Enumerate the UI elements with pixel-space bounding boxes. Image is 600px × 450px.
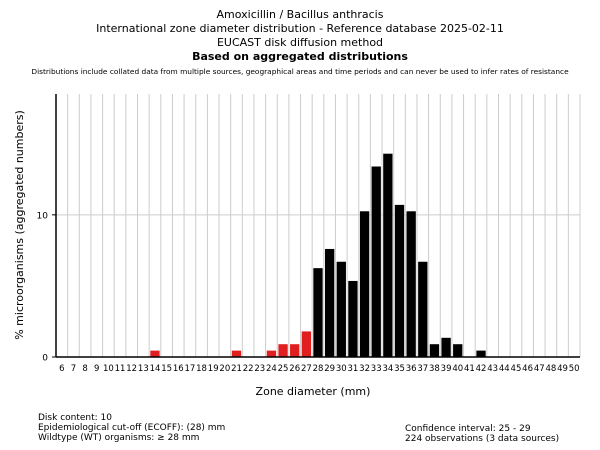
- chart-subtitle: International zone diameter distribution…: [96, 22, 504, 35]
- x-tick-label: 49: [557, 364, 568, 374]
- bar-30: [336, 261, 346, 357]
- x-tick-label: 23: [254, 364, 265, 374]
- x-tick-label: 18: [196, 364, 207, 374]
- x-tick-label: 20: [219, 364, 230, 374]
- wildtype-label: Wildtype (WT) organisms: ≥ 28 mm: [38, 433, 200, 443]
- x-tick-label: 21: [231, 364, 242, 374]
- x-axis-title: Zone diameter (mm): [256, 385, 371, 398]
- x-tick-label: 39: [441, 364, 452, 374]
- x-tick-label: 12: [126, 364, 137, 374]
- x-tick-label: 45: [511, 364, 522, 374]
- x-tick-label: 30: [336, 364, 347, 374]
- axes: [52, 94, 580, 358]
- bar-32: [359, 211, 370, 357]
- x-tick-label: 41: [464, 364, 475, 374]
- x-tick-label: 37: [417, 364, 428, 374]
- x-tick-label: 50: [569, 364, 580, 374]
- bar-28: [313, 268, 323, 357]
- x-tick-label: 27: [301, 364, 312, 374]
- bar-26: [290, 344, 300, 357]
- footer-left: Disk content: 10 Epidemiological cut-off…: [38, 413, 225, 443]
- x-tick-label: 44: [499, 364, 510, 374]
- x-tick-label: 17: [184, 364, 195, 374]
- bar-39: [441, 337, 451, 357]
- bar-21: [231, 350, 242, 357]
- x-tick-label: 15: [161, 364, 172, 374]
- chart-title: Amoxicillin / Bacillus anthracis: [216, 8, 384, 21]
- x-tick-label: 29: [324, 364, 335, 374]
- bar-25: [278, 344, 288, 357]
- footer-right: Confidence interval: 25 - 29 224 observa…: [405, 424, 559, 444]
- bar-34: [383, 153, 393, 357]
- grid-lines: [55, 94, 581, 357]
- x-tick-label: 25: [278, 364, 289, 374]
- x-tick-label: 10: [103, 364, 114, 374]
- x-tick-label: 7: [71, 364, 76, 374]
- bar-33: [371, 166, 381, 357]
- x-tick-label: 31: [348, 364, 359, 374]
- x-tick-label: 26: [289, 364, 300, 374]
- x-tick-label: 9: [94, 364, 99, 374]
- bar-14: [150, 350, 160, 357]
- x-tick-label: 28: [313, 364, 324, 374]
- histogram-bars: [150, 153, 486, 357]
- y-tick-label: 10: [37, 211, 49, 221]
- y-axis-title: % microorganisms (aggregated numbers): [13, 110, 26, 340]
- x-tick-label: 33: [371, 364, 382, 374]
- x-tick-label: 34: [382, 364, 393, 374]
- x-tick-label: 48: [545, 364, 556, 374]
- observation-count: 224 observations (3 data sources): [405, 434, 560, 444]
- bar-24: [266, 350, 277, 357]
- x-tick-label: 6: [59, 364, 64, 374]
- method-label: EUCAST disk diffusion method: [216, 36, 384, 49]
- x-tick-label: 16: [173, 364, 184, 374]
- bar-27: [301, 331, 312, 357]
- x-tick-label: 36: [406, 364, 417, 374]
- chart-titles: Amoxicillin / Bacillus anthracis Interna…: [0, 8, 600, 79]
- x-tick-label: 8: [82, 364, 87, 374]
- bar-35: [394, 204, 405, 357]
- x-tick-label: 40: [452, 364, 463, 374]
- bar-31: [348, 280, 358, 357]
- bar-38: [429, 344, 440, 357]
- confidence-interval: Confidence interval: 25 - 29: [405, 424, 531, 434]
- x-tick-label: 43: [487, 364, 498, 374]
- x-tick-label: 47: [534, 364, 545, 374]
- aggregation-label: Based on aggregated distributions: [192, 50, 408, 63]
- x-tick-label: 14: [150, 364, 161, 374]
- x-tick-label: 46: [522, 364, 533, 374]
- ecoff-label: Epidemiological cut-off (ECOFF): (28) mm: [38, 423, 226, 433]
- x-tick-label: 42: [476, 364, 487, 374]
- x-tick-label: 11: [115, 364, 126, 374]
- bar-36: [406, 211, 416, 357]
- bar-42: [476, 350, 486, 357]
- disk-content: Disk content: 10: [38, 413, 112, 423]
- disclaimer-note: Distributions include collated data from…: [31, 67, 569, 76]
- x-tick-label: 32: [359, 364, 370, 374]
- x-tick-label: 22: [243, 364, 254, 374]
- bar-29: [324, 248, 335, 357]
- bar-40: [453, 344, 463, 357]
- y-tick-label: 0: [42, 354, 48, 364]
- x-tick-label: 13: [138, 364, 149, 374]
- x-tick-label: 35: [394, 364, 405, 374]
- bar-37: [418, 261, 428, 357]
- x-tick-label: 24: [266, 364, 277, 374]
- x-tick-label: 38: [429, 364, 440, 374]
- x-tick-label: 19: [208, 364, 219, 374]
